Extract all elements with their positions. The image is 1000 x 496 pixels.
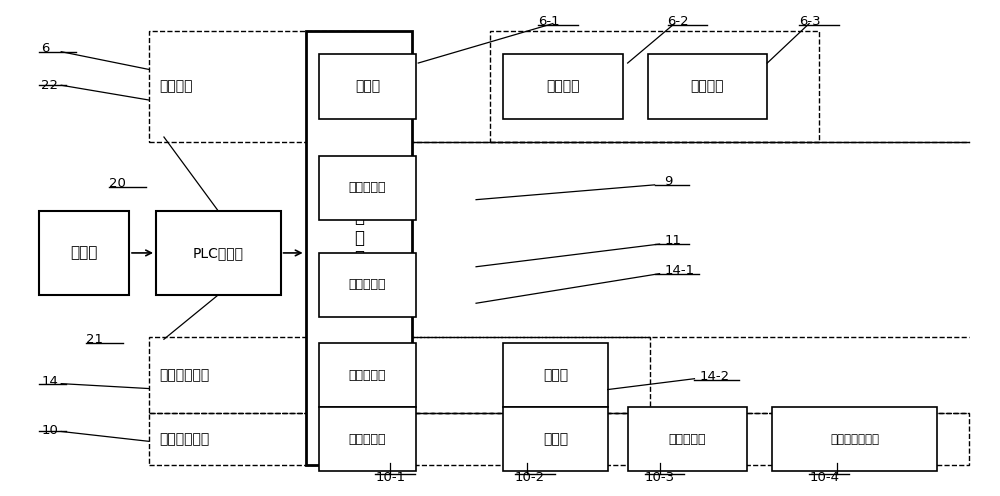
Text: 14-1: 14-1 [665, 264, 695, 277]
Text: 14: 14 [41, 374, 58, 388]
Text: 6-3: 6-3 [799, 14, 821, 28]
Text: 10-2: 10-2 [515, 471, 545, 484]
Text: 加水调节阀: 加水调节阀 [349, 181, 386, 194]
Bar [319, 407, 416, 471]
Text: 分流阀: 分流阀 [355, 79, 380, 93]
Bar [149, 31, 370, 142]
Bar [319, 343, 416, 407]
Text: 22: 22 [41, 79, 58, 92]
Text: 14-2: 14-2 [699, 370, 730, 383]
Text: 液位控制阀: 液位控制阀 [349, 369, 386, 381]
Bar [490, 31, 819, 142]
Bar [772, 407, 937, 471]
Text: 6-1: 6-1 [538, 14, 560, 28]
Text: 流量调节阀: 流量调节阀 [669, 433, 706, 445]
Bar [503, 407, 608, 471]
Text: 密度泵: 密度泵 [543, 432, 568, 446]
Bar [628, 407, 747, 471]
Bar [503, 343, 608, 407]
Bar [149, 413, 969, 465]
Text: 分流装置: 分流装置 [159, 79, 192, 93]
Bar [306, 31, 412, 465]
Text: 10: 10 [41, 424, 58, 437]
Text: 9: 9 [665, 175, 673, 188]
Text: 安全蝶阀: 安全蝶阀 [546, 79, 580, 93]
Bar [319, 55, 416, 119]
Text: 10-1: 10-1 [375, 471, 405, 484]
Text: 21: 21 [86, 333, 103, 346]
Text: 10-4: 10-4 [809, 471, 839, 484]
Text: 11: 11 [665, 234, 682, 247]
Text: 液位控制装置: 液位控制装置 [159, 368, 209, 382]
Text: PLC控制器: PLC控制器 [193, 246, 244, 260]
Text: 密度计安装管路: 密度计安装管路 [830, 433, 879, 445]
Text: 辅助蝶阀: 辅助蝶阀 [691, 79, 724, 93]
Bar [319, 253, 416, 317]
Text: 控制台: 控制台 [70, 246, 98, 260]
Text: 6: 6 [41, 42, 50, 55]
Text: 液位泵: 液位泵 [543, 368, 568, 382]
Bar [648, 55, 767, 119]
Text: 密度测量装置: 密度测量装置 [159, 432, 209, 446]
Bar [156, 211, 281, 295]
Text: 20: 20 [109, 178, 126, 190]
Text: 差压密度计: 差压密度计 [349, 433, 386, 445]
Bar [503, 55, 623, 119]
Text: 6-2: 6-2 [668, 14, 689, 28]
Bar [319, 156, 416, 220]
Bar [39, 211, 129, 295]
Text: 10-3: 10-3 [645, 471, 675, 484]
Text: 液位传感器: 液位传感器 [349, 278, 386, 292]
Text: 执
行
设
备: 执 行 设 备 [354, 208, 364, 288]
Bar [149, 337, 650, 413]
